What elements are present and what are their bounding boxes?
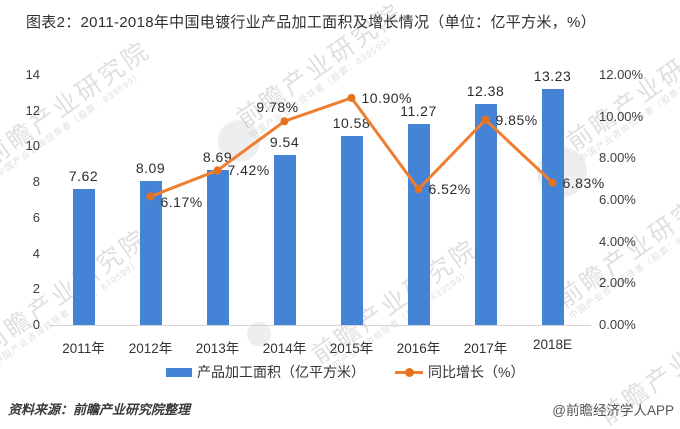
- bar-value-label: 10.58: [332, 115, 371, 132]
- y-left-tick-label: 0: [32, 317, 40, 332]
- x-axis-line: [50, 325, 591, 326]
- x-axis-label: 2014年: [262, 341, 307, 356]
- y-left-tick-label: 12: [25, 102, 40, 118]
- x-axis-label: 2013年: [195, 341, 240, 356]
- growth-line-marker: [280, 117, 289, 126]
- bar-value-label: 13.23: [533, 67, 572, 84]
- y-left-tick-label: 14: [25, 67, 40, 82]
- growth-value-label: 7.42%: [227, 162, 270, 179]
- y-right-tick-label: 6.00%: [599, 192, 636, 207]
- line-series-swatch: [395, 367, 423, 377]
- legend-label-growth: 同比增长（%）: [428, 364, 525, 380]
- legend-label-area: 产品加工面积（亿平方米）: [197, 364, 365, 380]
- credit-note: @前瞻经济学人APP: [552, 403, 674, 418]
- y-left-tick-label: 6: [32, 209, 40, 225]
- growth-value-label: 6.52%: [428, 181, 471, 198]
- growth-value-label: 6.83%: [562, 174, 605, 191]
- y-left-tick-label: 10: [25, 138, 40, 154]
- bar-2014年: [273, 154, 296, 325]
- y-left-tick-label: 8: [32, 174, 40, 190]
- y-right-tick-label: 8.00%: [599, 150, 636, 166]
- bar-value-label: 7.62: [68, 167, 99, 184]
- bar-value-label: 12.38: [466, 82, 505, 99]
- legend-item-growth: 同比增长（%）: [395, 362, 524, 382]
- chart-title: 图表2：2011-2018年中国电镀行业产品加工面积及增长情况（单位：亿平方米，…: [26, 14, 596, 31]
- x-axis-label: 2016年: [396, 341, 441, 356]
- x-axis-label: 2015年: [329, 341, 374, 356]
- bar-2012年: [139, 180, 162, 325]
- line-marker-dot: [405, 367, 414, 377]
- y-right-tick-label: 2.00%: [599, 275, 636, 291]
- growth-line-marker: [347, 93, 356, 102]
- y-left-tick-label: 4: [32, 245, 40, 261]
- x-axis-label: 2011年: [62, 341, 105, 356]
- growth-value-label: 9.85%: [495, 111, 538, 128]
- x-axis-label: 2017年: [463, 341, 508, 356]
- bar-2011年: [72, 188, 95, 325]
- bar-2015年: [340, 136, 363, 325]
- y-right-tick-label: 12.00%: [599, 67, 644, 82]
- legend: 产品加工面积（亿平方米） 同比增长（%）: [166, 362, 524, 382]
- source-note: 资料来源：前瞻产业研究院整理: [8, 402, 191, 417]
- bar-2018E: [541, 88, 564, 325]
- growth-value-label: 10.90%: [361, 89, 412, 106]
- bar-2013年: [206, 169, 229, 325]
- bar-value-label: 8.09: [135, 159, 166, 176]
- legend-item-area: 产品加工面积（亿平方米）: [166, 362, 365, 382]
- y-left-tick-label: 2: [32, 281, 40, 297]
- growth-value-label: 9.78%: [256, 99, 299, 116]
- y-right-tick-label: 4.00%: [599, 233, 636, 249]
- bar-value-label: 9.54: [269, 133, 300, 150]
- y-right-tick-label: 10.00%: [599, 108, 644, 124]
- x-axis-label: 2018E: [532, 337, 573, 352]
- bar-series-swatch: [166, 367, 192, 377]
- growth-value-label: 6.17%: [160, 194, 203, 211]
- bar-2016年: [407, 123, 430, 325]
- x-axis-label: 2012年: [128, 341, 173, 356]
- bar-2017年: [474, 103, 497, 325]
- y-right-tick-label: 0.00%: [599, 317, 636, 332]
